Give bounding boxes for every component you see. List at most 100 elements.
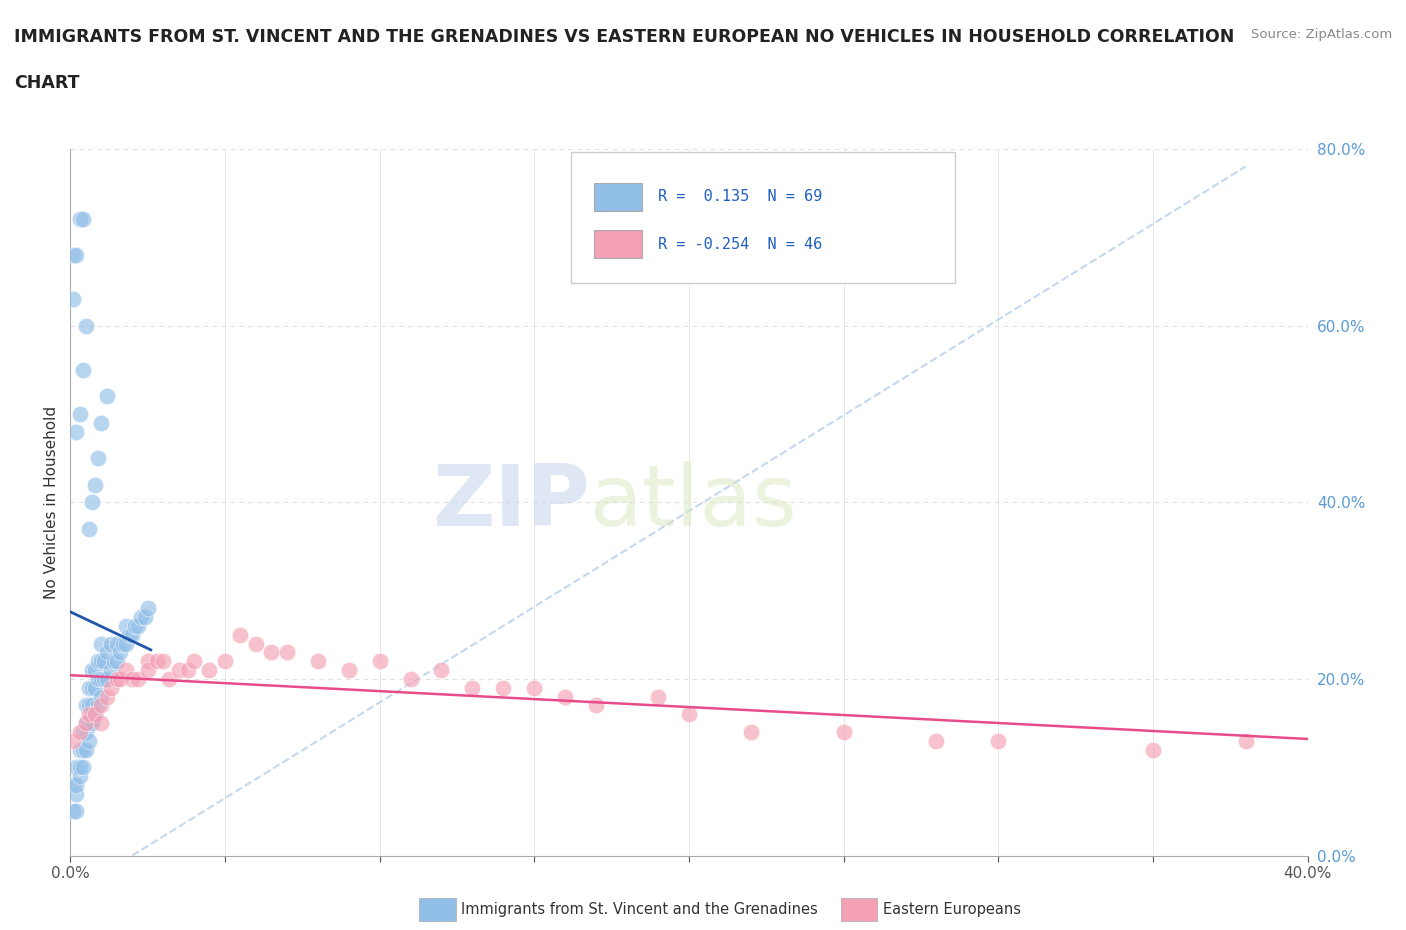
Point — [65, 247, 87, 262]
Point — [84, 681, 107, 696]
Point — [121, 671, 143, 686]
Point — [647, 689, 669, 704]
Point — [103, 654, 125, 669]
Point — [77, 681, 100, 696]
FancyBboxPatch shape — [571, 153, 955, 283]
Point — [115, 618, 138, 633]
Text: R =  0.135  N = 69: R = 0.135 N = 69 — [658, 190, 823, 205]
Point — [96, 671, 118, 686]
Point — [62, 733, 84, 748]
Y-axis label: No Vehicles in Household: No Vehicles in Household — [44, 405, 59, 599]
Point — [368, 654, 391, 669]
Point — [69, 724, 91, 739]
Text: ZIP: ZIP — [432, 460, 591, 544]
Point — [108, 645, 131, 660]
Point — [72, 742, 94, 757]
Point — [62, 292, 84, 307]
Point — [77, 521, 100, 536]
Point — [152, 654, 174, 669]
Text: Immigrants from St. Vincent and the Grenadines: Immigrants from St. Vincent and the Gren… — [461, 902, 818, 917]
Point — [1142, 742, 1164, 757]
Point — [100, 662, 122, 677]
Point — [90, 689, 112, 704]
Point — [96, 389, 118, 404]
Point — [72, 362, 94, 378]
Point — [136, 662, 159, 677]
Text: Eastern Europeans: Eastern Europeans — [883, 902, 1021, 917]
Point — [177, 662, 200, 677]
Point — [523, 681, 546, 696]
Point — [80, 681, 103, 696]
Point — [100, 681, 122, 696]
Point — [115, 636, 138, 651]
Point — [105, 636, 128, 651]
Point — [430, 662, 453, 677]
Point — [105, 671, 128, 686]
Point — [146, 654, 169, 669]
Point — [100, 636, 122, 651]
Point — [832, 724, 855, 739]
Point — [229, 628, 252, 643]
Point — [492, 681, 515, 696]
Point — [167, 662, 190, 677]
Point — [214, 654, 236, 669]
Text: IMMIGRANTS FROM ST. VINCENT AND THE GRENADINES VS EASTERN EUROPEAN NO VEHICLES I: IMMIGRANTS FROM ST. VINCENT AND THE GREN… — [14, 28, 1234, 46]
Point — [554, 689, 576, 704]
Point — [84, 662, 107, 677]
Point — [131, 610, 153, 625]
Point — [276, 645, 298, 660]
Point — [69, 742, 91, 757]
Point — [65, 760, 87, 775]
Point — [399, 671, 422, 686]
Point — [90, 415, 112, 430]
Point — [136, 601, 159, 616]
Point — [108, 671, 131, 686]
Point — [93, 654, 115, 669]
Point — [69, 760, 91, 775]
Text: Source: ZipAtlas.com: Source: ZipAtlas.com — [1251, 28, 1392, 41]
Point — [115, 662, 138, 677]
Point — [80, 495, 103, 510]
Point — [245, 636, 267, 651]
Point — [93, 671, 115, 686]
Point — [75, 724, 97, 739]
Point — [62, 804, 84, 819]
Point — [90, 654, 112, 669]
Point — [124, 618, 146, 633]
Point — [925, 733, 948, 748]
Point — [90, 716, 112, 731]
Point — [75, 318, 97, 333]
Point — [75, 742, 97, 757]
Point — [65, 804, 87, 819]
Point — [84, 707, 107, 722]
Point — [69, 406, 91, 421]
Point — [198, 662, 221, 677]
Point — [77, 698, 100, 712]
Point — [84, 707, 107, 722]
Point — [75, 716, 97, 731]
Point — [84, 477, 107, 492]
Point — [585, 698, 607, 712]
Point — [90, 636, 112, 651]
Point — [96, 645, 118, 660]
Point — [77, 716, 100, 731]
Point — [337, 662, 360, 677]
Point — [461, 681, 484, 696]
Text: R = -0.254  N = 46: R = -0.254 N = 46 — [658, 237, 823, 252]
Point — [90, 671, 112, 686]
Point — [65, 787, 87, 802]
Point — [65, 424, 87, 439]
Point — [987, 733, 1010, 748]
FancyBboxPatch shape — [593, 183, 643, 211]
Point — [72, 724, 94, 739]
Point — [134, 610, 156, 625]
Point — [678, 707, 700, 722]
Point — [62, 777, 84, 792]
Point — [118, 628, 141, 643]
Point — [111, 636, 134, 651]
Point — [127, 671, 149, 686]
Point — [740, 724, 762, 739]
Point — [77, 707, 100, 722]
Point — [90, 698, 112, 712]
Point — [69, 212, 91, 227]
